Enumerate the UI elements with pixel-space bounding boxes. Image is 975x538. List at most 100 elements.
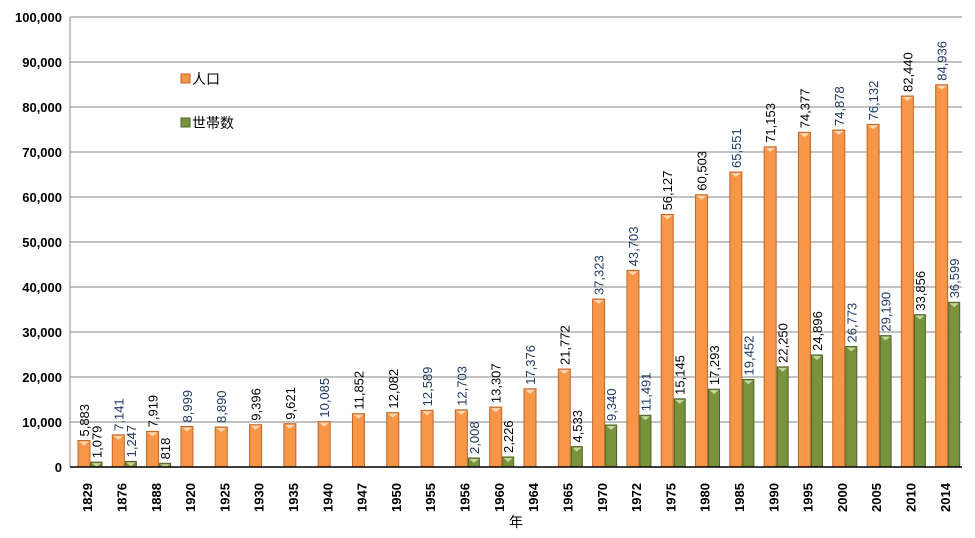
data-label-population: 12,589: [420, 367, 435, 407]
legend-label-population: 人口: [192, 71, 220, 87]
data-label-households: 33,856: [913, 271, 928, 311]
x-tick-label: 1980: [698, 483, 713, 512]
x-tick-label: 1930: [252, 483, 267, 512]
bar-population: [351, 413, 365, 468]
bar-cap: [606, 425, 616, 430]
bar-cap: [319, 422, 330, 427]
bar-population: [523, 388, 537, 468]
bar-cap: [902, 97, 913, 102]
x-tick-label: 2010: [904, 483, 919, 512]
x-tick-label: 1990: [766, 483, 781, 512]
bar-cap: [709, 390, 719, 395]
bar-cap: [846, 347, 856, 352]
bar-cap: [79, 441, 89, 446]
bar-population: [695, 194, 709, 468]
y-tick-label: 0: [55, 460, 62, 475]
x-tick-label: 1985: [732, 483, 747, 512]
bar-population: [935, 84, 949, 468]
y-tick-label: 20,000: [22, 370, 62, 385]
bar-population: [489, 406, 503, 468]
bar-cap: [640, 416, 650, 421]
x-tick-label: 1829: [80, 483, 95, 512]
bar-households: [879, 335, 892, 468]
bar-cap: [881, 336, 891, 341]
x-tick-label: 1935: [286, 483, 301, 512]
data-label-population: 74,878: [832, 86, 847, 126]
data-label-population: 82,440: [900, 52, 915, 92]
data-label-population: 84,936: [935, 41, 950, 81]
data-label-population: 8,890: [214, 390, 229, 423]
x-tick-label: 1960: [492, 483, 507, 512]
y-tick-label: 10,000: [22, 415, 62, 430]
bar-population: [763, 146, 777, 468]
y-tick-label: 60,000: [22, 190, 62, 205]
bar-households: [845, 346, 858, 468]
bar-households: [708, 388, 721, 468]
y-tick-label: 50,000: [22, 235, 62, 250]
bar-cap: [833, 131, 844, 136]
bar-cap: [799, 133, 810, 138]
bar-population: [660, 213, 674, 468]
legend-swatch-population: [180, 73, 191, 84]
bar-population: [214, 426, 228, 468]
data-label-households: 1,079: [90, 426, 105, 459]
x-tick-label: 1888: [149, 483, 164, 512]
bar-cap: [469, 458, 479, 463]
data-label-population: 37,323: [592, 255, 607, 295]
legend-item-population: 人口: [180, 71, 220, 87]
data-label-population: 11,852: [351, 371, 366, 410]
x-tick-label: 1964: [526, 482, 541, 512]
bar-population: [592, 298, 606, 468]
x-tick-label: 1920: [183, 483, 198, 512]
x-tick-label: 1925: [217, 483, 232, 512]
y-tick-label: 40,000: [22, 280, 62, 295]
data-label-population: 56,127: [660, 171, 675, 211]
data-label-population: 8,999: [180, 390, 195, 423]
data-label-population: 60,503: [695, 151, 710, 191]
data-label-households: 36,599: [947, 259, 962, 299]
data-label-households: 4,533: [570, 410, 585, 443]
bar-population: [900, 95, 914, 468]
bar-cap: [593, 300, 604, 305]
bar-households: [673, 398, 686, 468]
bar-cap: [868, 125, 879, 130]
bar-cap: [730, 173, 741, 178]
bar-cap: [949, 303, 959, 308]
x-tick-label: 1975: [663, 483, 678, 512]
bar-population: [283, 423, 297, 468]
bar-cap: [525, 389, 535, 394]
data-label-households: 9,340: [604, 388, 619, 421]
bar-population: [797, 131, 811, 468]
bar-cap: [181, 427, 192, 432]
data-label-population: 74,377: [797, 89, 812, 129]
bar-households: [639, 414, 652, 468]
y-tick-label: 30,000: [22, 325, 62, 340]
x-tick-label: 1950: [389, 483, 404, 512]
data-label-households: 26,773: [844, 303, 859, 343]
bar-cap: [92, 463, 101, 468]
data-label-population: 17,376: [523, 345, 538, 385]
data-label-population: 7,919: [146, 395, 161, 428]
data-label-households: 15,145: [673, 355, 688, 395]
bar-population: [420, 409, 434, 468]
x-axis: 1829 1876 1888 1920 1925 1930 1935 1940 1947 1950…: [70, 466, 962, 512]
bar-households: [948, 301, 961, 468]
bar-population: [146, 430, 160, 468]
x-tick-label: 1972: [629, 483, 644, 512]
bar-population: [866, 123, 880, 468]
data-label-households: 17,293: [707, 345, 722, 385]
bar-cap: [113, 435, 124, 440]
legend-item-households: 世帯数: [180, 115, 234, 131]
data-label-population: 10,085: [317, 378, 332, 418]
x-tick-label: 1955: [423, 483, 438, 512]
x-tick-label: 2014: [938, 482, 953, 512]
data-label-population: 9,396: [249, 388, 264, 421]
bar-cap: [353, 414, 364, 419]
data-label-population: 76,132: [866, 81, 881, 121]
legend-label-households: 世帯数: [192, 115, 234, 131]
data-label-population: 71,153: [763, 103, 778, 143]
data-label-population: 21,772: [557, 325, 572, 365]
bars: [77, 84, 961, 469]
bar-cap: [696, 195, 707, 200]
